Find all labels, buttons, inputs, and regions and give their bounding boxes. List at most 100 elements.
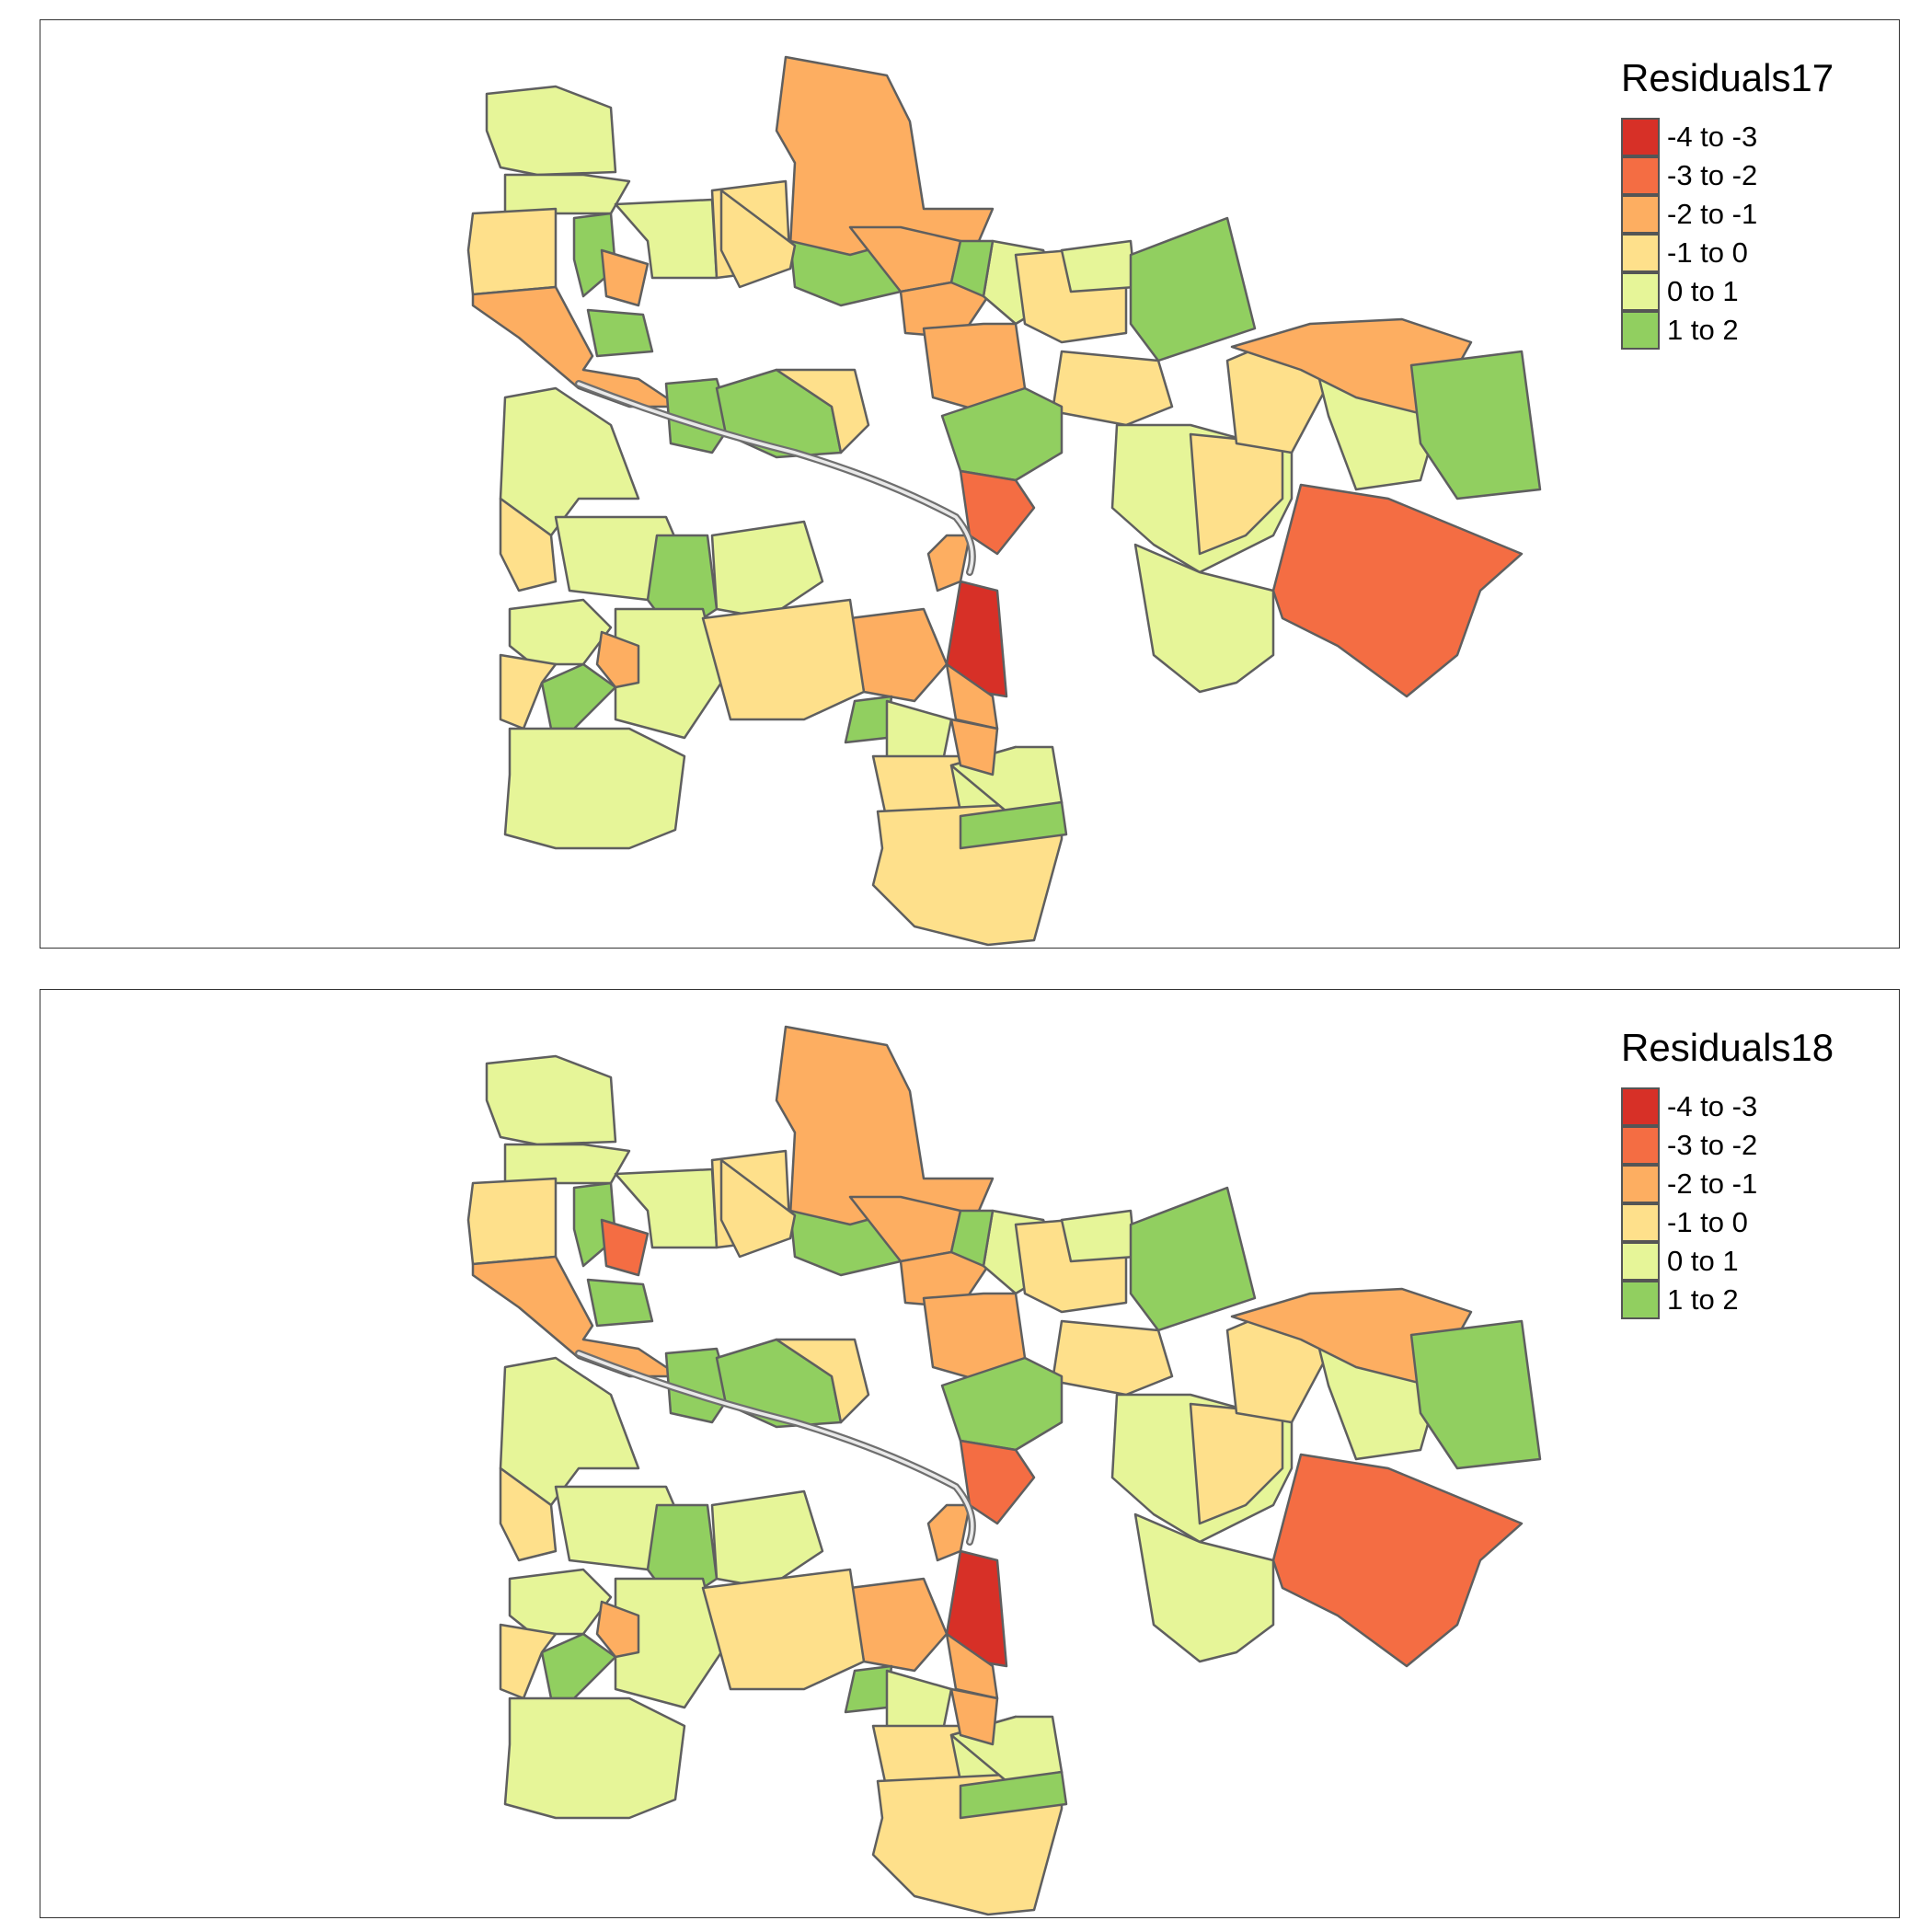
map-region [710, 520, 824, 620]
legend-swatch [1621, 1126, 1660, 1165]
map-region [1271, 483, 1524, 698]
legend-residuals18: Residuals18 -4 to -3 -3 to -2 -2 to -1 -1 t… [1621, 1029, 1834, 1319]
legend-rows: -4 to -3 -3 to -2 -2 to -1 -1 to 0 0 to 1 1 t… [1621, 118, 1834, 350]
choropleth-map-residuals18 [466, 1025, 1542, 1916]
legend-item: 0 to 1 [1621, 1242, 1834, 1281]
map-region [710, 1489, 824, 1590]
map-region [775, 368, 870, 454]
map-region [959, 469, 1036, 556]
river-line-inner [577, 1351, 974, 1544]
map-region [466, 1177, 558, 1266]
legend-item: 1 to 2 [1621, 1281, 1834, 1319]
map-region [499, 497, 558, 592]
legend-swatch [1621, 118, 1660, 156]
map-region [614, 607, 723, 740]
map-region [508, 1568, 613, 1636]
map-region [1133, 1512, 1275, 1663]
map-region [899, 1250, 990, 1309]
map-region [719, 1158, 797, 1259]
map-region [586, 1278, 654, 1328]
legend-swatch [1621, 1203, 1660, 1242]
legend-label: 0 to 1 [1667, 1245, 1739, 1277]
map-region [1129, 216, 1257, 362]
map-region [600, 1218, 650, 1277]
legend-label: -4 to -3 [1667, 121, 1758, 153]
legend-swatch [1621, 311, 1660, 350]
legend-swatch [1621, 1087, 1660, 1126]
map-region [775, 1025, 995, 1226]
legend-title: Residuals17 [1621, 56, 1834, 99]
map-region [1129, 1186, 1257, 1332]
legend-item: 1 to 2 [1621, 311, 1834, 350]
legend-title: Residuals18 [1621, 1026, 1834, 1069]
map-region [485, 85, 617, 177]
map-region [595, 1600, 640, 1659]
map-region [848, 607, 949, 703]
map-region [614, 1167, 719, 1249]
legend-item: -2 to -1 [1621, 195, 1834, 234]
choropleth-map-residuals17 [466, 55, 1542, 947]
map-region [503, 1143, 631, 1185]
map-region [959, 800, 1068, 850]
map-panel-residuals18: Residuals18 -4 to -3 -3 to -2 -2 to -1 -1 t… [40, 989, 1900, 1918]
map-region [949, 1687, 999, 1746]
legend-label: -3 to -2 [1667, 1129, 1758, 1161]
map-region [959, 1770, 1068, 1820]
map-region [540, 1632, 617, 1700]
map-region [503, 1696, 686, 1820]
map-region [595, 630, 640, 689]
legend-label: -3 to -2 [1667, 159, 1758, 191]
map-region [499, 653, 558, 730]
map-region [1409, 1319, 1542, 1470]
map-region [600, 248, 650, 307]
legend-swatch [1621, 156, 1660, 195]
map-region [466, 207, 558, 296]
map-region [1051, 1319, 1174, 1397]
legend-label: -1 to 0 [1667, 1206, 1748, 1238]
legend-swatch [1621, 1242, 1660, 1281]
map-region [949, 718, 999, 776]
legend-label: 1 to 2 [1667, 314, 1739, 346]
legend-item: -4 to -3 [1621, 118, 1834, 156]
legend-item: -4 to -3 [1621, 1087, 1834, 1126]
map-region [614, 1577, 723, 1709]
map-region [1271, 1453, 1524, 1668]
map-region [945, 1549, 1008, 1668]
legend-swatch [1621, 195, 1660, 234]
legend-item: -3 to -2 [1621, 156, 1834, 195]
map-region [775, 1338, 870, 1424]
map-region [701, 598, 866, 721]
legend-swatch [1621, 1281, 1660, 1319]
map-region [1060, 239, 1137, 293]
map-region [949, 1209, 995, 1268]
legend-item: -3 to -2 [1621, 1126, 1834, 1165]
map-region [899, 281, 990, 339]
legend-label: -4 to -3 [1667, 1090, 1758, 1122]
map-region [1051, 350, 1174, 427]
map-region [959, 1439, 1036, 1525]
map-region [485, 1054, 617, 1146]
legend-swatch [1621, 1165, 1660, 1203]
river-line-inner [577, 382, 974, 574]
map-region [614, 198, 719, 280]
legend-rows: -4 to -3 -3 to -2 -2 to -1 -1 to 0 0 to 1 1 t… [1621, 1087, 1834, 1319]
map-region [540, 662, 617, 730]
legend-label: -1 to 0 [1667, 236, 1748, 269]
map-region [1133, 543, 1275, 694]
map-panel-residuals17: Residuals17 -4 to -3 -3 to -2 -2 to -1 -1 t… [40, 19, 1900, 949]
legend-label: -2 to -1 [1667, 198, 1758, 230]
map-region [775, 55, 995, 257]
legend-item: 0 to 1 [1621, 272, 1834, 311]
map-region [499, 1623, 558, 1700]
map-region [844, 695, 893, 744]
legend-label: 1 to 2 [1667, 1283, 1739, 1316]
legend-item: -1 to 0 [1621, 1203, 1834, 1242]
legend-item: -1 to 0 [1621, 234, 1834, 272]
legend-swatch [1621, 234, 1660, 272]
legend-label: -2 to -1 [1667, 1167, 1758, 1200]
legend-item: -2 to -1 [1621, 1165, 1834, 1203]
map-region [503, 727, 686, 850]
map-region [701, 1568, 866, 1691]
map-region [508, 598, 613, 666]
legend-swatch [1621, 272, 1660, 311]
